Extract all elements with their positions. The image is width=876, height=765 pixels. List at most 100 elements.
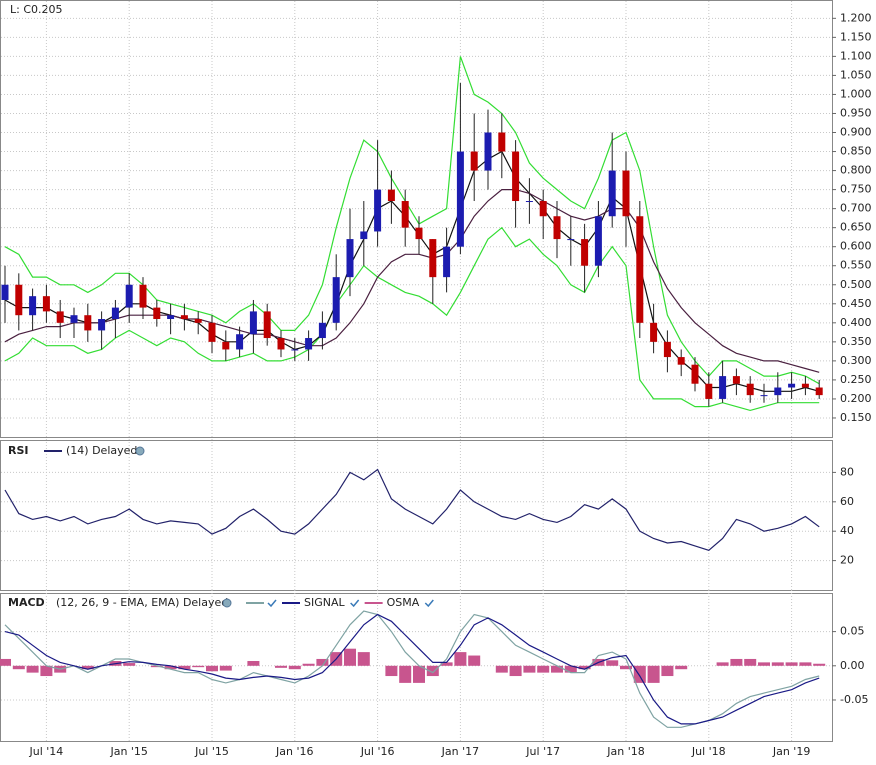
osma-bar xyxy=(316,658,329,666)
x-tick-label: Jan '15 xyxy=(109,745,147,758)
candle-body xyxy=(498,132,506,152)
osma-bar xyxy=(523,665,536,673)
candle-body xyxy=(125,284,133,308)
legend-label: OSMA xyxy=(387,596,420,609)
osma-bar xyxy=(81,665,94,670)
line xyxy=(4,613,820,725)
y-tick-label: 0.950 xyxy=(840,106,872,119)
candle-body xyxy=(815,387,823,396)
osma-bar xyxy=(661,665,674,677)
y-tick-label: 20 xyxy=(840,554,854,567)
candle-body xyxy=(194,319,202,323)
candle-body xyxy=(291,349,299,351)
macd-panel xyxy=(0,593,833,742)
candle-body xyxy=(29,296,37,316)
osma-bar xyxy=(192,665,205,668)
candle-body xyxy=(167,315,175,320)
osma-bar xyxy=(219,665,232,671)
osma-bar xyxy=(164,665,177,670)
osma-bar xyxy=(413,665,425,683)
osma-bar xyxy=(758,662,770,666)
candle-body xyxy=(249,311,257,335)
x-tick-label: Jul '14 xyxy=(29,745,64,758)
osma-bar xyxy=(537,665,550,673)
y-tick-label: 0.150 xyxy=(840,411,872,424)
y-tick-label: 0.850 xyxy=(840,145,872,158)
y-tick-label: 0.600 xyxy=(840,240,872,253)
osma-bar xyxy=(606,660,619,666)
y-tick-label: -0.05 xyxy=(840,693,868,706)
candle-body xyxy=(594,216,602,266)
legend-check xyxy=(267,599,277,608)
osma-bar xyxy=(730,658,743,666)
line xyxy=(4,226,820,412)
y-tick-label: 1.000 xyxy=(840,87,872,100)
osma-bar xyxy=(206,665,218,672)
candle-body xyxy=(139,284,147,308)
candle-body xyxy=(553,216,561,240)
x-tick-label: Jul '17 xyxy=(525,745,560,758)
legend-check xyxy=(424,599,434,608)
osma-bar xyxy=(578,665,591,670)
candle-body xyxy=(801,383,809,388)
candle-body xyxy=(746,383,754,396)
y-tick-label: 40 xyxy=(840,524,854,537)
y-tick-label: 0.250 xyxy=(840,373,872,386)
x-tick-label: Jul '16 xyxy=(360,745,395,758)
y-tick-label: 80 xyxy=(840,465,854,478)
y-tick-label: 0.550 xyxy=(840,259,872,272)
line xyxy=(4,610,820,728)
candle-body xyxy=(581,239,589,266)
y-tick-label: 0.800 xyxy=(840,164,872,177)
candle-body xyxy=(429,239,437,278)
candle-body xyxy=(111,307,119,320)
y-tick-label: 0.500 xyxy=(840,278,872,291)
osma-bar xyxy=(40,665,53,677)
candle-body xyxy=(98,319,106,331)
osma-bar xyxy=(0,658,11,666)
osma-bar xyxy=(426,665,439,677)
osma-bar xyxy=(26,665,39,673)
candle-body xyxy=(332,277,340,323)
y-tick-label: 0.750 xyxy=(840,183,872,196)
osma-bar xyxy=(357,652,370,666)
candle-body xyxy=(180,315,188,320)
osma-bar xyxy=(12,665,25,670)
osma-bar xyxy=(468,655,481,666)
candle-body xyxy=(236,334,244,350)
candle-body xyxy=(705,383,713,399)
candle-body xyxy=(539,201,547,217)
osma-bar xyxy=(675,665,688,670)
y-tick-label: 0.05 xyxy=(840,625,865,638)
line xyxy=(4,468,820,551)
panel-title: RSI xyxy=(8,444,29,457)
osma-bar xyxy=(344,648,356,666)
osma-bar xyxy=(302,663,315,666)
y-tick-label: 0.00 xyxy=(840,659,865,672)
candle-body xyxy=(788,383,796,388)
y-tick-label: 1.150 xyxy=(840,30,872,43)
candle-body xyxy=(346,239,354,278)
legend-label: SIGNAL xyxy=(304,596,346,609)
candle-body xyxy=(650,322,658,342)
y-tick-label: 0.900 xyxy=(840,126,872,139)
y-tick-label: 0.450 xyxy=(840,297,872,310)
settings-icon xyxy=(135,446,145,456)
candle-body xyxy=(1,284,9,300)
last-price: L: C0.205 xyxy=(10,3,63,16)
osma-bar xyxy=(385,665,398,677)
line xyxy=(4,189,820,373)
line xyxy=(4,56,820,385)
x-tick-label: Jul '18 xyxy=(691,745,726,758)
y-tick-label: 1.100 xyxy=(840,49,872,62)
x-tick-label: Jan '19 xyxy=(772,745,810,758)
candle-body xyxy=(208,322,216,342)
candle-body xyxy=(263,311,271,339)
osma-bar xyxy=(716,662,729,666)
candle-body xyxy=(318,322,326,339)
candle-body xyxy=(677,357,685,365)
candle-body xyxy=(663,341,671,358)
osma-bar xyxy=(744,658,757,666)
osma-bar xyxy=(247,661,260,666)
